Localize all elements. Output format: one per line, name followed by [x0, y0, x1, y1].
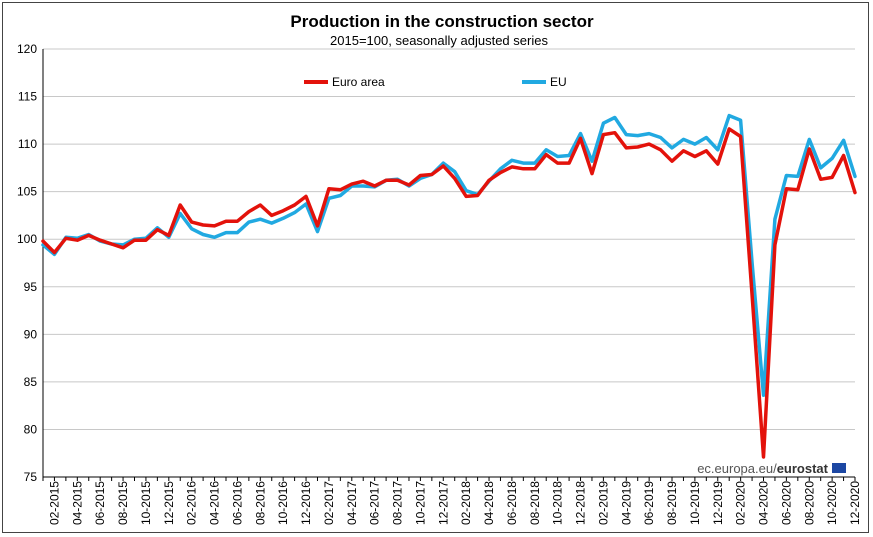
x-tick-label: 02-2017: [322, 481, 336, 525]
x-tick-label: 02-2019: [596, 481, 610, 525]
x-tick-label: 02-2020: [734, 481, 748, 525]
x-tick-label: 08-2017: [391, 481, 405, 525]
y-tick-label: 75: [24, 470, 38, 484]
x-tick-label: 10-2020: [825, 481, 839, 525]
source-prefix: ec.europa.eu/: [697, 461, 777, 476]
y-tick-label: 85: [24, 375, 38, 389]
line-chart: Production in the construction sector 20…: [17, 12, 862, 525]
x-tick-label: 12-2017: [436, 481, 450, 525]
x-tick-label: 06-2016: [230, 481, 244, 525]
x-tick-label: 06-2015: [93, 481, 107, 525]
x-tick-label: 10-2017: [413, 481, 427, 525]
x-tick-label: 10-2015: [139, 481, 153, 525]
x-tick-label: 06-2018: [505, 481, 519, 525]
y-axis: 75 80 85 90 95 100 105 110 115 120: [17, 42, 37, 484]
y-tick-label: 100: [17, 232, 37, 246]
y-tick-label: 110: [18, 137, 37, 151]
x-tick-label: 12-2016: [299, 481, 313, 525]
series-line-eu: [41, 113, 857, 397]
x-tick-label: 08-2018: [528, 481, 542, 525]
gridlines: [42, 48, 855, 478]
x-tick-label: 06-2017: [368, 481, 382, 525]
legend-label-eu: EU: [550, 75, 567, 89]
x-tick-label: 06-2019: [642, 481, 656, 525]
x-tick-label: 02-2015: [47, 481, 61, 525]
chart-title: Production in the construction sector: [290, 12, 594, 31]
x-tick-label: 08-2020: [802, 481, 816, 525]
x-tick-label: 12-2019: [711, 481, 725, 525]
y-tick-label: 90: [24, 327, 38, 341]
x-tick-label: 08-2016: [253, 481, 267, 525]
x-tick-label: 04-2020: [757, 481, 771, 525]
x-tick-label: 02-2018: [459, 481, 473, 525]
svg-text:ec.europa.eu/eurostat: ec.europa.eu/eurostat: [697, 461, 828, 476]
x-tick-label: 08-2015: [116, 481, 130, 525]
x-tick-label: 10-2016: [276, 481, 290, 525]
y-tick-label: 95: [24, 280, 38, 294]
y-tick-label: 115: [18, 90, 37, 104]
x-tick-label: 04-2018: [482, 481, 496, 525]
x-tick-label: 02-2016: [185, 481, 199, 525]
x-tick-label: 12-2018: [574, 481, 588, 525]
eu-flag-icon: [832, 463, 846, 473]
series-line-euro-area: [41, 127, 857, 459]
x-tick-label: 12-2020: [848, 481, 862, 525]
y-tick-label: 105: [17, 185, 37, 199]
x-axis: 02-2015 04-2015 06-2015 08-2015 10-2015 12-20…: [42, 477, 862, 525]
source-credit: ec.europa.eu/eurostat: [697, 461, 846, 476]
x-tick-label: 10-2019: [688, 481, 702, 525]
x-tick-label: 04-2015: [70, 481, 84, 525]
x-tick-label: 04-2016: [208, 481, 222, 525]
chart-subtitle: 2015=100, seasonally adjusted series: [330, 33, 548, 48]
legend: Euro area EU: [304, 75, 567, 89]
legend-label-euro-area: Euro area: [332, 75, 385, 89]
x-tick-label: 04-2019: [619, 481, 633, 525]
source-brand: eurostat: [777, 461, 829, 476]
x-tick-label: 08-2019: [665, 481, 679, 525]
y-tick-label: 120: [17, 42, 37, 56]
x-tick-label: 10-2018: [551, 481, 565, 525]
series-lines: [41, 113, 857, 459]
x-tick-label: 04-2017: [345, 481, 359, 525]
x-tick-label: 06-2020: [779, 481, 793, 525]
y-tick-label: 80: [24, 422, 38, 436]
x-tick-label: 12-2015: [162, 481, 176, 525]
